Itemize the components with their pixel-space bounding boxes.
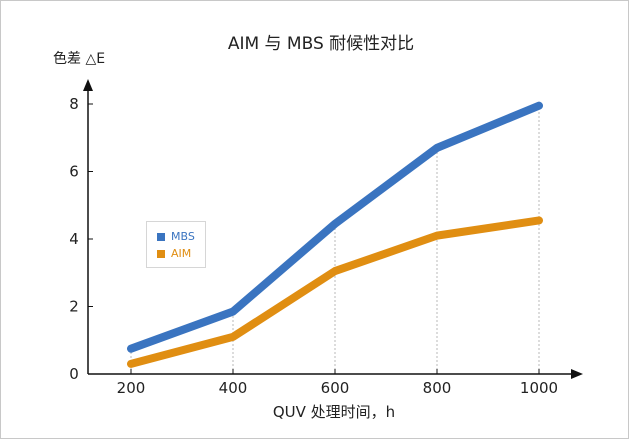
data-point-mbs-400 [232,310,234,313]
data-series [127,101,543,368]
y-tick-label-4: 4 [69,230,79,248]
tick-labels: 0 2 4 6 8 200 400 600 800 1000 [69,95,558,397]
data-point-aim-400 [232,335,234,338]
legend-item-mbs: MBS [157,228,205,245]
legend-label-aim: AIM [171,247,192,260]
y-tick-label-2: 2 [69,298,79,316]
y-axis-arrow [83,79,93,91]
axes [83,79,583,379]
x-tick-label-800: 800 [423,379,452,397]
legend-label-mbs: MBS [171,230,195,243]
x-tick-label-1000: 1000 [520,379,558,397]
data-point-aim-1000 [538,219,540,222]
y-tick-label-8: 8 [69,95,79,113]
legend-swatch-aim [157,249,165,258]
x-axis-label: QUV 处理时间，h [273,403,395,421]
y-axis-label: 色差 △E [53,50,105,67]
y-tick-label-6: 6 [69,163,79,181]
x-tick-label-600: 600 [321,379,350,397]
data-point-mbs-200 [130,347,132,350]
y-tick-label-0: 0 [69,365,79,383]
x-tick-label-400: 400 [219,379,248,397]
legend: MBS AIM [146,221,206,268]
data-point-mbs-600 [334,222,336,225]
data-point-mbs-800 [436,146,438,149]
data-point-aim-200 [130,362,132,365]
data-point-mbs-1000 [538,104,540,107]
data-point-aim-600 [334,270,336,273]
x-axis-arrow [571,369,583,379]
legend-item-aim: AIM [157,245,205,262]
chart-title: AIM 与 MBS 耐候性对比 [228,34,414,54]
legend-swatch-mbs [157,232,165,241]
x-tick-label-200: 200 [117,379,146,397]
data-point-aim-800 [436,234,438,237]
